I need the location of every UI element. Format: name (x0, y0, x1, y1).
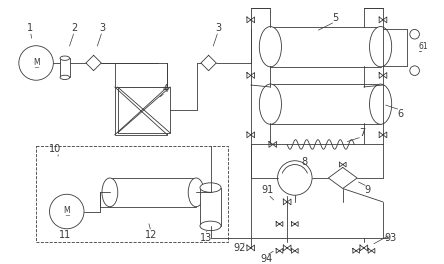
Text: 91: 91 (262, 185, 274, 195)
Text: 7: 7 (359, 128, 365, 138)
Bar (270, 84, 381, 124)
Text: 13: 13 (200, 233, 212, 243)
Bar (115, 87, 167, 135)
Bar (60, 58, 70, 77)
Text: 8: 8 (301, 157, 308, 167)
Ellipse shape (60, 75, 70, 79)
Text: 94: 94 (260, 254, 272, 264)
Text: ~: ~ (33, 65, 39, 71)
Text: 12: 12 (145, 230, 157, 241)
Ellipse shape (259, 84, 281, 124)
Circle shape (410, 30, 420, 39)
Text: 93: 93 (385, 233, 397, 243)
Text: M: M (33, 58, 40, 67)
Circle shape (50, 194, 84, 229)
Text: ~: ~ (64, 213, 70, 219)
Text: M: M (63, 206, 70, 215)
Ellipse shape (188, 178, 204, 207)
Circle shape (19, 46, 53, 80)
Bar (118, 87, 170, 133)
Bar (200, 187, 221, 226)
Ellipse shape (102, 178, 118, 207)
Text: 6: 6 (397, 109, 403, 119)
Ellipse shape (369, 27, 392, 67)
Ellipse shape (200, 221, 221, 231)
Text: 9: 9 (365, 185, 371, 195)
Circle shape (278, 161, 312, 195)
Ellipse shape (259, 27, 281, 67)
Text: 5: 5 (332, 13, 338, 23)
Text: 1: 1 (27, 22, 33, 32)
Ellipse shape (369, 84, 392, 124)
Ellipse shape (60, 56, 70, 60)
Circle shape (410, 66, 420, 76)
Text: 61: 61 (418, 42, 428, 51)
Text: 11: 11 (59, 230, 71, 241)
Text: 4: 4 (163, 84, 169, 94)
Bar (110, 178, 196, 207)
Ellipse shape (200, 183, 221, 192)
Text: 2: 2 (71, 22, 78, 32)
Text: 92: 92 (233, 243, 246, 253)
Text: 10: 10 (49, 144, 61, 154)
Bar (270, 27, 381, 67)
Bar (36, 146, 228, 242)
Text: 3: 3 (99, 22, 105, 32)
Text: 3: 3 (215, 22, 221, 32)
